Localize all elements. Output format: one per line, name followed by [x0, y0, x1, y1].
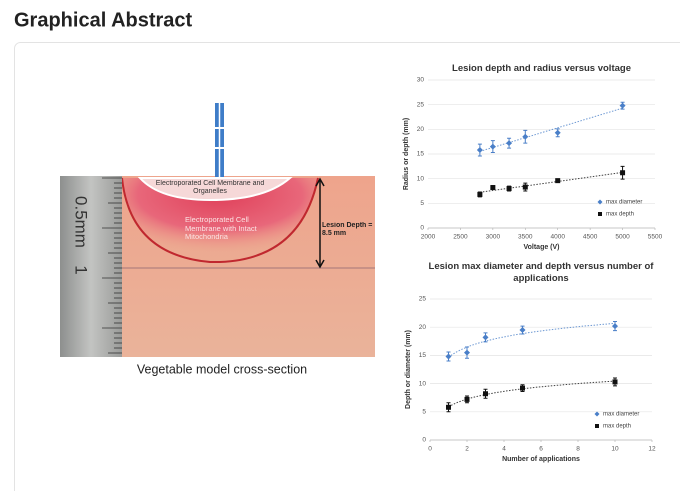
trendline	[479, 171, 623, 193]
y-tick-label: 5	[420, 200, 424, 207]
y-tick-label: 0	[422, 437, 426, 444]
y-tick-label: 15	[419, 352, 427, 359]
point	[477, 191, 483, 197]
point	[612, 379, 618, 385]
legend-label: max depth	[606, 212, 634, 218]
legend-label: max diameter	[603, 412, 639, 418]
trendline	[448, 380, 616, 408]
x-tick-label: 4	[502, 446, 506, 453]
y-axis-label: Radius or depth (mm)	[403, 118, 410, 190]
y-tick-label: 25	[417, 101, 425, 108]
x-axis-label: Number of applications	[502, 456, 580, 463]
middle-label-box: Electroporated Cell Membrane with Intact…	[185, 216, 257, 242]
x-tick-label: 4000	[550, 234, 565, 241]
x-tick-label: 5500	[648, 234, 663, 241]
chart-title-box: Lesion depth and radius versus voltage	[452, 63, 631, 74]
ruler	[60, 176, 122, 357]
point	[464, 396, 470, 402]
x-tick-label: 3500	[518, 234, 533, 241]
top-label-box: Electroporated Cell Membrane and Organel…	[155, 180, 265, 196]
ruler-unit: 0.5mm	[72, 196, 91, 248]
x-tick-label: 8	[576, 446, 580, 453]
point	[445, 353, 452, 360]
point	[506, 186, 512, 192]
legend-label: max depth	[603, 424, 631, 430]
x-axis-label: Voltage (V)	[523, 244, 559, 251]
point	[554, 129, 561, 136]
y-tick-label: 15	[417, 151, 425, 158]
x-tick-label: 3000	[486, 234, 501, 241]
x-tick-label: 12	[648, 446, 656, 453]
point	[619, 102, 626, 109]
trendline	[479, 107, 623, 152]
y-tick-label: 20	[417, 126, 425, 133]
depth-label-box: Lesion Depth = 8.5 mm	[322, 222, 373, 238]
point	[620, 170, 626, 176]
y-tick-label: 5	[422, 409, 426, 416]
depth-label: Lesion Depth = 8.5 mm	[322, 222, 373, 238]
trendline	[448, 322, 616, 358]
point	[612, 323, 618, 330]
point	[482, 334, 489, 341]
charts: Lesion depth and radius versus voltage 0 5…	[403, 63, 663, 463]
point	[476, 147, 483, 154]
y-axis-label: Depth or diameter (mm)	[405, 330, 412, 409]
chart-title: Lesion max diameter and depth versus num…	[428, 261, 654, 285]
point	[519, 327, 526, 334]
chart-title: Lesion depth and radius versus voltage	[452, 63, 631, 74]
legend-marker	[598, 212, 602, 216]
lesion-outline	[121, 177, 319, 264]
middle-label: Electroporated Cell Membrane with Intact…	[185, 216, 257, 242]
point	[490, 185, 496, 191]
legend-marker	[594, 411, 600, 417]
y-tick-label: 10	[417, 175, 425, 182]
point	[555, 178, 561, 184]
point	[522, 133, 529, 140]
caption: Vegetable model cross-section	[137, 362, 307, 376]
point	[483, 391, 488, 397]
y-tick-label: 0	[420, 225, 424, 232]
legend-marker	[595, 424, 599, 428]
y-tick-label: 30	[417, 77, 425, 84]
point	[464, 349, 470, 356]
point	[522, 184, 528, 190]
x-tick-label: 0	[428, 446, 432, 453]
x-tick-label: 2	[465, 446, 469, 453]
point	[446, 404, 451, 410]
point	[520, 385, 525, 391]
ruler-ticks	[102, 177, 122, 354]
y-tick-label: 20	[419, 324, 427, 331]
x-tick-label: 2500	[453, 234, 468, 241]
y-tick-label: 25	[419, 296, 427, 303]
lesion-zone	[122, 178, 318, 263]
illustration: 0.5mm 1 Electroporated Cell Membrane and…	[60, 103, 375, 376]
x-tick-label: 5000	[615, 234, 630, 241]
x-tick-label: 6	[539, 446, 543, 453]
page-title: Graphical Abstract	[14, 9, 193, 31]
top-label: Electroporated Cell Membrane and Organel…	[155, 180, 265, 196]
point	[506, 140, 513, 147]
chart-title-box: Lesion max diameter and depth versus num…	[428, 261, 654, 285]
x-tick-label: 10	[611, 446, 619, 453]
point	[489, 143, 496, 150]
y-tick-label: 10	[419, 380, 427, 387]
ruler-mark: 1	[72, 265, 91, 274]
top-zone	[137, 177, 293, 202]
legend-marker	[597, 199, 603, 205]
legend-label: max diameter	[606, 200, 642, 206]
x-tick-label: 2000	[421, 234, 436, 241]
x-tick-label: 4500	[583, 234, 598, 241]
